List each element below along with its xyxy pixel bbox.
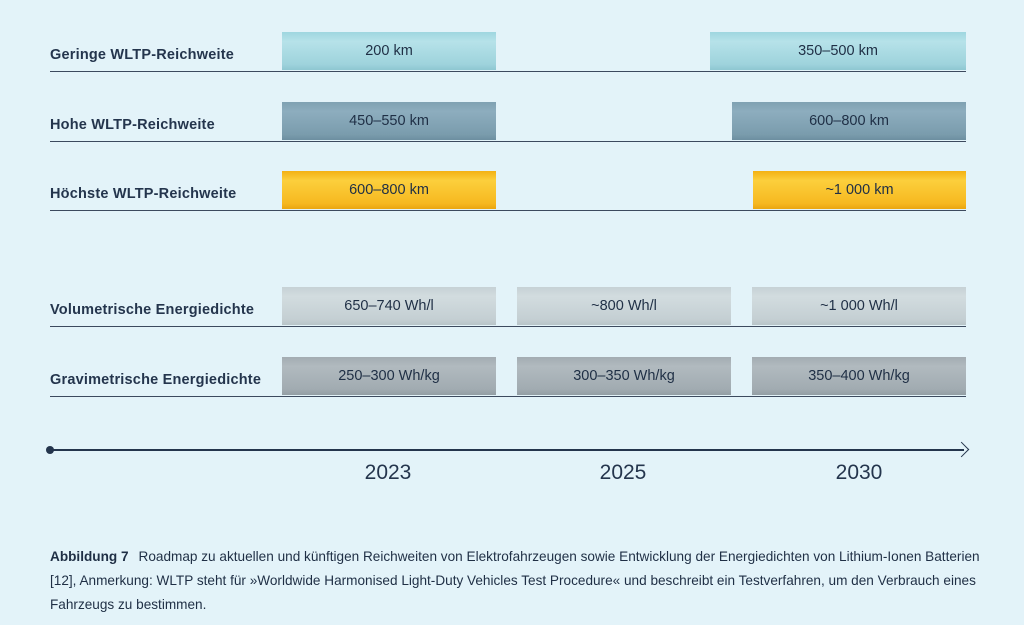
row-baseline bbox=[50, 209, 966, 211]
bar-2023: 600–800 km bbox=[282, 171, 496, 209]
row-baseline bbox=[50, 140, 966, 142]
bar-2030: ~1 000 km bbox=[753, 171, 966, 209]
caption-text: Roadmap zu aktuellen und künftigen Reich… bbox=[50, 549, 980, 612]
row-high-range: Hohe WLTP-Reichweite 450–550 km 600–800 … bbox=[50, 102, 966, 142]
row-label: Höchste WLTP-Reichweite bbox=[50, 186, 237, 202]
row-label: Hohe WLTP-Reichweite bbox=[50, 117, 215, 133]
row-label: Volumetrische Energiedichte bbox=[50, 302, 255, 318]
bar-2025: ~800 Wh/l bbox=[517, 287, 731, 325]
year-label-2023: 2023 bbox=[364, 461, 412, 484]
arrow-right-icon bbox=[953, 441, 970, 457]
row-label: Gravimetrische Energiedichte bbox=[50, 372, 262, 388]
year-label-2025: 2025 bbox=[599, 461, 647, 484]
timeline-line bbox=[50, 449, 964, 451]
bar-2023: 250–300 Wh/kg bbox=[282, 357, 496, 395]
row-baseline bbox=[50, 325, 966, 327]
row-volumetric-density: Volumetrische Energiedichte 650–740 Wh/l… bbox=[50, 287, 966, 327]
timeline-start-dot bbox=[46, 446, 54, 454]
row-label: Geringe WLTP-Reichweite bbox=[50, 47, 234, 63]
year-label-2030: 2030 bbox=[835, 461, 883, 484]
row-highest-range: Höchste WLTP-Reichweite 600–800 km ~1 00… bbox=[50, 171, 966, 211]
bar-2025: 300–350 Wh/kg bbox=[517, 357, 731, 395]
timeline-axis bbox=[46, 440, 970, 460]
bar-2030: 350–400 Wh/kg bbox=[752, 357, 966, 395]
row-gravimetric-density: Gravimetrische Energiedichte 250–300 Wh/… bbox=[50, 357, 966, 397]
bar-2030: 600–800 km bbox=[732, 102, 966, 140]
bar-2030: ~1 000 Wh/l bbox=[752, 287, 966, 325]
bar-2030: 350–500 km bbox=[710, 32, 966, 70]
figure-label: Abbildung 7 bbox=[50, 549, 129, 564]
row-baseline bbox=[50, 70, 966, 72]
bar-2023: 200 km bbox=[282, 32, 496, 70]
row-baseline bbox=[50, 395, 966, 397]
bar-2023: 650–740 Wh/l bbox=[282, 287, 496, 325]
figure-caption: Abbildung 7 Roadmap zu aktuellen und künf… bbox=[50, 545, 980, 617]
row-low-range: Geringe WLTP-Reichweite 200 km 350–500 k… bbox=[50, 32, 966, 72]
bar-2023: 450–550 km bbox=[282, 102, 496, 140]
